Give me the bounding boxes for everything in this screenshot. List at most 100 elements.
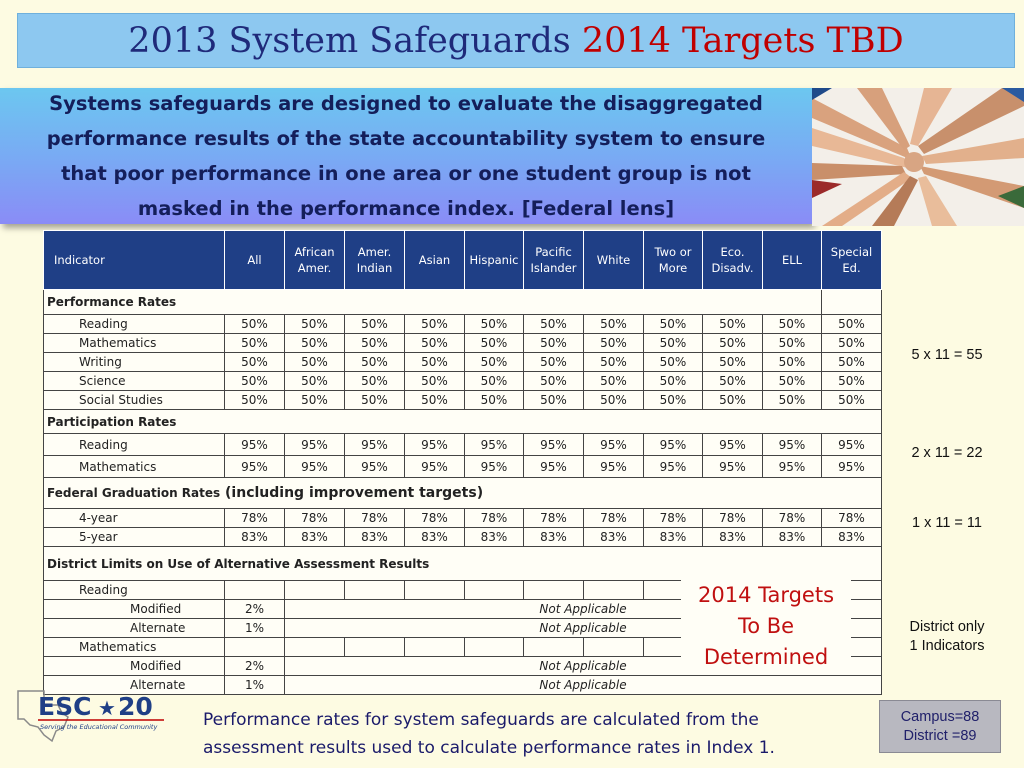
table-cell: 95% [284,455,345,478]
table-row: Science 50% 50% 50% 50% 50% 50% 50% 50% 50% 50% 50% [43,371,882,391]
hands-image [812,88,1024,226]
table-cell: 50% [284,333,345,353]
row-label: 4-year [43,508,225,528]
header-amer-indian: Amer. Indian [344,230,405,290]
row-label: Mathematics [43,333,225,353]
count-participation: 2 x 11 = 22 [911,445,983,461]
header-ell: ELL [762,230,822,290]
table-cell: 50% [523,371,584,391]
table-cell: 50% [404,371,465,391]
table-cell: 50% [643,333,703,353]
table-row: Alternate 1% Not Applicable [43,675,882,695]
table-cell: 50% [464,314,524,334]
table-cell: 78% [523,508,584,528]
table-cell: 50% [284,390,345,410]
hands-photo [812,88,1024,226]
table-cell: 50% [224,352,285,372]
section-row: Federal Graduation Rates (including impr… [43,477,882,509]
table-cell: 83% [762,527,822,547]
alt-math-alternate-label: Alternate [43,675,225,695]
table-cell [344,580,405,600]
table-cell: 50% [821,314,882,334]
table-cell: 95% [404,455,465,478]
table-cell: 50% [224,333,285,353]
table-cell: 78% [821,508,882,528]
table-cell: 95% [643,433,703,456]
table-cell [344,637,405,657]
table-cell: 95% [821,433,882,456]
table-cell [821,289,882,315]
table-cell: 50% [702,333,763,353]
table-cell: 78% [702,508,763,528]
table-cell: 50% [464,390,524,410]
table-cell: 78% [344,508,405,528]
table-cell: 50% [643,314,703,334]
table-cell [464,580,524,600]
row-label: 5-year [43,527,225,547]
logo-star: ★ [98,696,116,720]
header-two-or-more: Two or More [643,230,703,290]
row-label: Social Studies [43,390,225,410]
table-cell: 50% [464,352,524,372]
logo-graphic: ESC ★ 20 Serving the Educational Communi… [17,690,164,743]
table-cell: 50% [702,314,763,334]
table-cell: 50% [344,390,405,410]
section-alt-assessment: District Limits on Use of Alternative As… [43,546,882,581]
table-cell: 50% [344,333,405,353]
table-cell: 50% [523,352,584,372]
table-cell: 50% [284,352,345,372]
table-cell: 83% [821,527,882,547]
table-cell: 50% [224,314,285,334]
not-applicable: Not Applicable [284,675,882,695]
table-cell: 50% [344,314,405,334]
table-row: Reading 95% 95% 95% 95% 95% 95% 95% 95% 95% 95% 95% [43,433,882,456]
table-cell: 78% [224,508,285,528]
targets-line3: Determined [703,644,829,669]
section-graduation: Federal Graduation Rates (including impr… [43,477,882,509]
table-cell [224,637,285,657]
table-cell: 50% [821,371,882,391]
logo-text: ESC [38,692,91,721]
table-cell: 50% [583,333,644,353]
table-cell [523,580,584,600]
table-cell: 83% [404,527,465,547]
table-cell: 83% [464,527,524,547]
table-cell: 95% [224,433,285,456]
table-cell: 50% [702,371,763,391]
intro-box: Systems safeguards are designed to evalu… [0,88,812,224]
campus-count: Campus=88 [900,708,980,725]
table-row: 5-year 83% 83% 83% 83% 83% 83% 83% 83% 83% 83% 83% [43,527,882,547]
logo-number: 20 [118,692,153,721]
table-cell: 95% [523,455,584,478]
table-cell: 50% [224,390,285,410]
table-cell [464,637,524,657]
table-cell: 50% [224,371,285,391]
section-row: Performance Rates [43,289,882,315]
row-label: Mathematics [43,455,225,478]
intro-text: Systems safeguards are designed to evalu… [46,92,766,220]
table-cell: 50% [284,371,345,391]
table-cell: 50% [821,352,882,372]
table-cell: 78% [762,508,822,528]
table-cell: 95% [404,433,465,456]
district-note-line2: 1 Indicators [909,638,985,654]
table-cell: 50% [583,314,644,334]
table-cell: 83% [224,527,285,547]
table-cell: 50% [702,352,763,372]
table-cell: 95% [284,433,345,456]
table-cell: 78% [464,508,524,528]
table-cell: 50% [762,390,822,410]
table-cell: 50% [523,333,584,353]
table-cell: 83% [284,527,345,547]
alt-reading-alternate-label: Alternate [43,618,225,638]
table-cell: 50% [404,314,465,334]
safeguards-table: Indicator All African Amer. Amer. Indian… [43,230,882,695]
table-cell: 78% [404,508,465,528]
table-cell: 50% [643,371,703,391]
table-cell: 50% [821,333,882,353]
table-cell: 95% [762,433,822,456]
table-cell: 95% [583,433,644,456]
alt-math-modified-value: 2% [224,656,285,676]
table-cell: 50% [762,333,822,353]
table-cell: 50% [583,352,644,372]
